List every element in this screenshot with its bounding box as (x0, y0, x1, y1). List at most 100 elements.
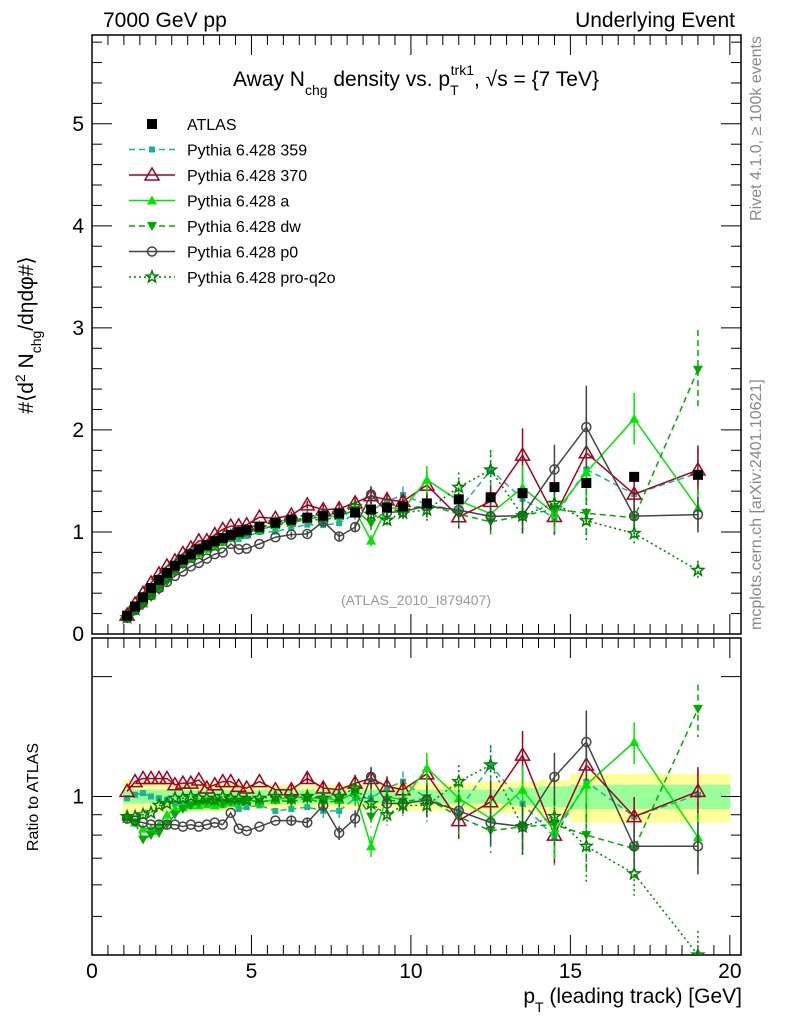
data-point-pp0 (233, 544, 244, 555)
legend-marker-shape (147, 195, 157, 205)
data-point-pp0 (209, 548, 221, 560)
ratio-series-pq2o (119, 745, 706, 955)
data-point-pq2o (379, 511, 395, 527)
ratio-point-pa-shape (421, 762, 432, 772)
ratio-point-pp0 (254, 821, 265, 832)
ratio-point-pq2o (299, 788, 316, 804)
data-point-p359 (336, 520, 343, 527)
data-point-pp0-shape (333, 531, 345, 542)
data-point-pp0-shape (349, 521, 361, 533)
data-point-pq2o (626, 525, 642, 541)
data-point-p359-shape (487, 466, 494, 473)
data-point-pa (581, 467, 592, 477)
stat-uncertainty-band-bin (139, 789, 148, 804)
ratio-point-p370 (134, 769, 152, 785)
data-point-pp0-shape (241, 543, 252, 554)
ratio-point-pq2o-shape (267, 788, 284, 804)
stat-uncertainty-band-bin (186, 789, 196, 804)
data-point-ATLAS (153, 574, 164, 585)
ratio-point-pp0 (453, 805, 465, 817)
ratio-point-p370 (190, 771, 208, 786)
ratio-point-p359-shape (487, 761, 494, 768)
data-point-pdw-shape (153, 586, 164, 596)
legend-marker-shape (147, 119, 157, 129)
data-point-pp0-shape (233, 544, 244, 555)
data-point-ATLAS-shape (185, 549, 196, 560)
legend-marker-shape (147, 222, 157, 231)
data-point-p359-shape (272, 528, 279, 535)
ratio-point-pq2o (207, 791, 223, 807)
ratio-point-p370 (158, 769, 176, 785)
legend-label: Pythia 6.428 dw (187, 219, 301, 236)
stat-uncertainty-band-bin (202, 789, 212, 804)
data-point-ATLAS (549, 482, 560, 493)
ratio-point-pp0 (485, 817, 496, 828)
data-point-ATLAS (485, 492, 496, 503)
data-point-pq2o (690, 562, 706, 578)
data-point-ATLAS (302, 512, 313, 523)
data-point-ATLAS (217, 533, 228, 544)
ratio-point-pq2o (578, 838, 595, 853)
data-point-ATLAS-shape (169, 560, 180, 571)
ratio-point-pp0-shape (217, 819, 229, 830)
x-tick-label: 20 (718, 960, 741, 983)
data-point-p359 (304, 521, 311, 528)
ratio-point-pq2o (690, 946, 706, 955)
data-point-ATLAS (169, 560, 180, 571)
ratio-point-p370 (298, 769, 316, 785)
ratio-point-p359 (171, 800, 178, 807)
ratio-point-pp0 (241, 825, 252, 837)
data-point-ATLAS (146, 583, 156, 594)
x-axis-label: pT (leading track) [GeV] (523, 985, 742, 1015)
ratio-point-pq2o (347, 780, 363, 795)
data-point-pq2o-shape (451, 478, 467, 494)
data-point-pp0 (193, 557, 205, 569)
ratio-point-pq2o (251, 789, 268, 805)
data-point-pp0 (485, 511, 496, 522)
data-point-ATLAS (286, 514, 297, 525)
ratio-point-p370 (222, 773, 240, 788)
ratio-point-pdw-shape (177, 805, 188, 815)
ratio-point-pq2o-shape (514, 818, 531, 834)
data-point-pa-shape (366, 535, 377, 545)
data-point-pp0-shape (549, 464, 560, 475)
legend-label: Pythia 6.428 370 (187, 168, 307, 185)
legend-item: ATLAS (147, 117, 237, 134)
ratio-y-tick-label: 1 (72, 786, 84, 809)
ratio-point-pdw-shape (549, 820, 560, 830)
legend-item: Pythia 6.428 pro-q2o (129, 268, 336, 287)
ratio-point-pp0-shape (333, 827, 345, 839)
ratio-point-p370-shape (118, 782, 136, 798)
ratio-point-pa-shape (146, 823, 156, 833)
ratio-point-p370-shape (222, 773, 240, 788)
ratio-point-pq2o-shape (690, 946, 706, 955)
ratio-point-p359-shape (124, 795, 131, 802)
data-point-ATLAS-shape (153, 574, 164, 585)
ratio-point-p370-shape (142, 769, 160, 785)
ratio-point-pp0-shape (225, 807, 236, 819)
data-point-ATLAS-shape (549, 482, 560, 493)
stat-uncertainty-band-bin (194, 789, 204, 804)
ratio-point-pdw (153, 828, 164, 838)
stat-uncertainty-band-bin (218, 789, 228, 804)
data-point-pp0 (692, 509, 704, 520)
ratio-point-pp0-shape (692, 841, 704, 852)
data-point-ATLAS-shape (201, 540, 212, 551)
ratio-point-p370 (118, 782, 136, 798)
data-point-pp0 (453, 504, 465, 516)
ratio-point-pq2o (482, 756, 499, 772)
ratio-line-p359 (126, 763, 699, 839)
data-point-pq2o-shape (578, 512, 595, 528)
legend: ATLAS Pythia 6.428 359 Pythia 6.428 370 Pyt… (129, 117, 336, 287)
stat-uncertainty-band-bin (170, 789, 180, 804)
ratio-point-pq2o (215, 788, 231, 804)
ratio-point-p370 (174, 774, 192, 789)
ratio-point-pq2o (546, 808, 563, 824)
ratio-point-pq2o (267, 788, 284, 804)
data-point-pdw-shape (366, 519, 377, 529)
data-point-ATLAS-shape (209, 536, 220, 547)
series-pdw (122, 330, 703, 623)
plot-title: Away Nchg density vs. pTtrk1, √s = {7 Te… (233, 62, 599, 98)
data-point-pp0 (302, 528, 313, 540)
ratio-point-pq2o (283, 789, 300, 805)
